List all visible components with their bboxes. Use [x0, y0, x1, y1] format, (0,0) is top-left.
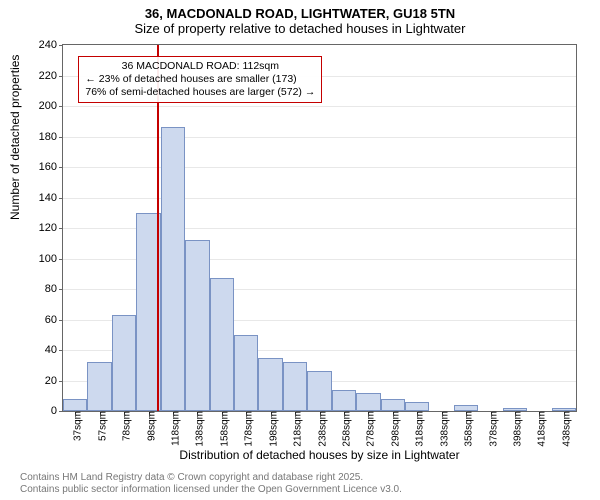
x-tick-label: 118sqm [164, 411, 181, 446]
gridline [63, 167, 576, 168]
x-tick-label: 258sqm [335, 411, 352, 447]
chart-title-sub: Size of property relative to detached ho… [0, 21, 600, 40]
y-tick-label: 100 [39, 253, 63, 265]
x-tick-label: 158sqm [213, 411, 230, 447]
x-tick-label: 438sqm [555, 411, 572, 447]
y-tick-label: 60 [45, 314, 63, 326]
footer-line-1: Contains HM Land Registry data © Crown c… [20, 472, 402, 484]
x-tick-label: 238sqm [311, 411, 328, 447]
y-tick-label: 0 [51, 405, 63, 417]
histogram-bar [185, 240, 209, 411]
x-axis-label: Distribution of detached houses by size … [62, 448, 577, 462]
y-tick-label: 40 [45, 344, 63, 356]
gridline [63, 106, 576, 107]
x-tick-label: 37sqm [67, 411, 84, 441]
x-tick-label: 57sqm [91, 411, 108, 441]
x-tick-label: 378sqm [482, 411, 499, 447]
y-axis-label: Number of detached properties [8, 55, 22, 220]
y-tick-label: 200 [39, 100, 63, 112]
annotation-line: ← 23% of detached houses are smaller (17… [85, 73, 315, 86]
histogram-bar [283, 362, 307, 411]
x-tick-label: 338sqm [433, 411, 450, 447]
histogram-bar [258, 358, 282, 411]
chart-footer: Contains HM Land Registry data © Crown c… [20, 472, 402, 496]
x-tick-label: 418sqm [531, 411, 548, 447]
x-tick-label: 178sqm [238, 411, 255, 447]
x-tick-label: 138sqm [189, 411, 206, 447]
gridline [63, 137, 576, 138]
x-tick-label: 78sqm [116, 411, 133, 441]
y-tick-label: 80 [45, 283, 63, 295]
y-tick-label: 220 [39, 70, 63, 82]
histogram-bar [307, 371, 331, 411]
chart-title-main: 36, MACDONALD ROAD, LIGHTWATER, GU18 5TN [0, 0, 600, 21]
histogram-bar [87, 362, 111, 411]
y-tick-label: 180 [39, 131, 63, 143]
annotation-box: 36 MACDONALD ROAD: 112sqm← 23% of detach… [78, 56, 322, 103]
histogram-bar [381, 399, 405, 411]
histogram-bar [63, 399, 87, 411]
chart-container: 36, MACDONALD ROAD, LIGHTWATER, GU18 5TN… [0, 0, 600, 500]
annotation-line: 76% of semi-detached houses are larger (… [85, 86, 315, 99]
y-tick-label: 160 [39, 161, 63, 173]
y-tick-label: 140 [39, 192, 63, 204]
histogram-bar [210, 278, 234, 411]
x-tick-label: 358sqm [458, 411, 475, 447]
x-tick-label: 298sqm [384, 411, 401, 447]
y-tick-label: 120 [39, 222, 63, 234]
x-tick-label: 398sqm [506, 411, 523, 447]
x-tick-label: 98sqm [140, 411, 157, 441]
histogram-bar [405, 402, 429, 411]
x-tick-label: 318sqm [409, 411, 426, 447]
x-tick-label: 278sqm [360, 411, 377, 447]
x-tick-label: 198sqm [262, 411, 279, 447]
histogram-bar [356, 393, 380, 411]
x-tick-label: 218sqm [287, 411, 304, 447]
histogram-bar [112, 315, 136, 411]
footer-line-2: Contains public sector information licen… [20, 484, 402, 496]
plot-area: 02040608010012014016018020022024037sqm57… [62, 44, 577, 412]
y-tick-label: 240 [39, 39, 63, 51]
gridline [63, 198, 576, 199]
histogram-bar [332, 390, 356, 411]
histogram-bar [161, 127, 185, 411]
histogram-bar [234, 335, 258, 411]
annotation-line: 36 MACDONALD ROAD: 112sqm [85, 60, 315, 73]
y-tick-label: 20 [45, 375, 63, 387]
